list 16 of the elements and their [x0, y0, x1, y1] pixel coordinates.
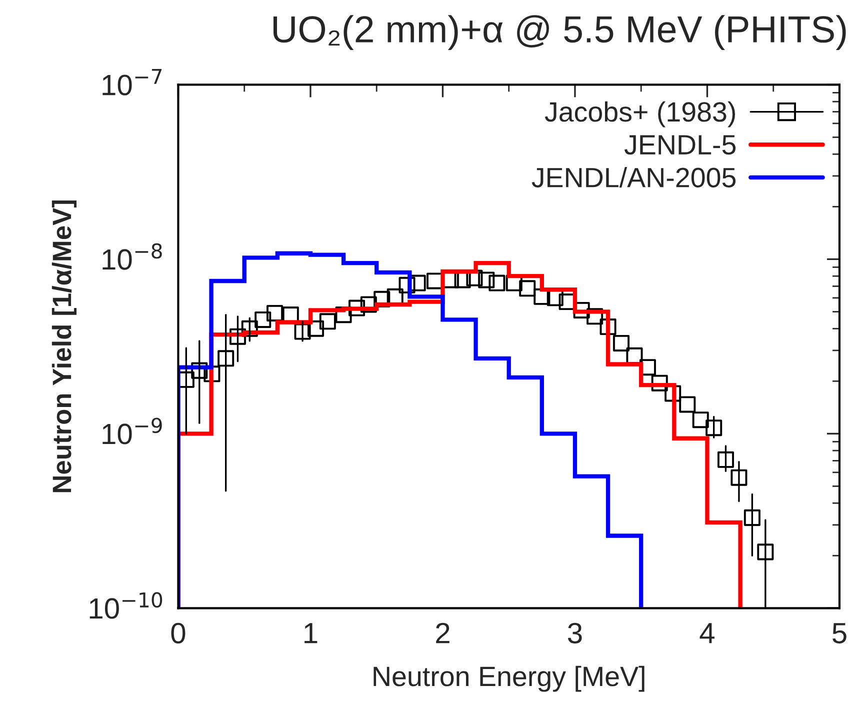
- x-tick-label: 0: [171, 622, 186, 644]
- legend-label: JENDL/AN-2005: [532, 167, 736, 188]
- x-tick-label: 1: [304, 623, 318, 644]
- x-tick-label: 3: [568, 622, 582, 644]
- x-tick-label: 2: [436, 622, 450, 644]
- x-tick-label: 4: [700, 623, 714, 644]
- x-axis-title: Neutron Energy [MeV]: [374, 666, 644, 692]
- y-tick-label: 10$^{−7}$: [102, 69, 162, 96]
- y-tick-label: 10$^{−9}$: [102, 418, 162, 444]
- y-tick-label: 10$^{−10}$: [90, 592, 162, 619]
- chart-title: UO₂(2 mm)+α @ 5.5 MeV (PHITS): [274, 15, 846, 50]
- legend-label: JENDL-5: [624, 135, 736, 155]
- legend-label: Jacobs+ (1983): [544, 101, 735, 128]
- y-axis-title: Neutron Yield [1/α/MeV]: [52, 200, 77, 492]
- y-tick-label: 10$^{−8}$: [102, 243, 162, 270]
- x-tick-label: 5: [832, 623, 846, 644]
